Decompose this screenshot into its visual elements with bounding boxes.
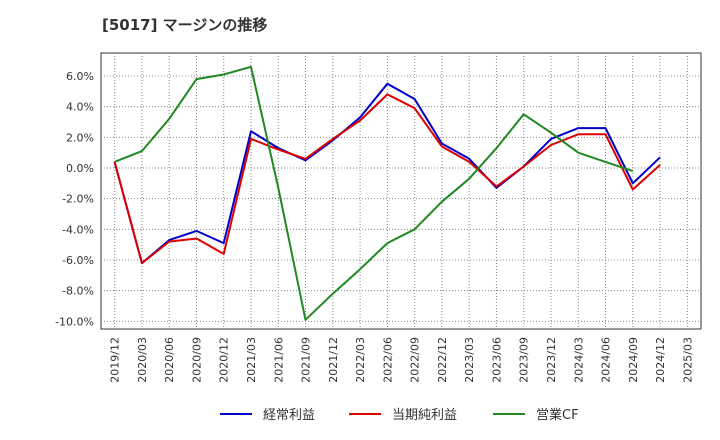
x-tick-label: 2023/09 xyxy=(518,337,531,383)
x-tick-label: 2019/12 xyxy=(109,337,122,383)
x-tick-label: 2021/03 xyxy=(245,337,258,383)
x-tick-label: 2023/06 xyxy=(490,337,503,383)
x-tick-label: 2024/06 xyxy=(600,337,613,383)
x-tick-label: 2024/03 xyxy=(572,337,585,383)
y-tick-label: 4.0% xyxy=(66,101,94,114)
x-axis-ticks: 2019/12 2020/03 2020/06 2020/09 2020/12 2021/… xyxy=(109,337,695,383)
x-tick-label: 2023/12 xyxy=(545,337,558,383)
x-tick-label: 2020/12 xyxy=(218,337,231,383)
legend-label-2: 営業CF xyxy=(536,407,579,423)
y-tick-label: -10.0% xyxy=(55,315,94,328)
x-tick-label: 2020/03 xyxy=(136,337,149,383)
y-tick-label: -4.0% xyxy=(62,223,94,236)
plot-area xyxy=(100,52,702,330)
chart-title: [5017] マージンの推移 xyxy=(102,16,268,34)
y-tick-label: -2.0% xyxy=(62,193,94,206)
y-axis-ticks: 6.0% 4.0% 2.0% 0.0% -2.0% -4.0% -6.0% -8.0% -10.… xyxy=(55,70,94,328)
x-tick-label: 2020/06 xyxy=(163,337,176,383)
x-tick-label: 2021/06 xyxy=(272,337,285,383)
x-tick-label: 2020/09 xyxy=(190,337,203,383)
y-tick-label: 2.0% xyxy=(66,131,94,144)
x-tick-label: 2022/12 xyxy=(436,337,449,383)
legend: 経常利益 当期純利益 営業CF xyxy=(220,407,579,423)
x-tick-label: 2021/12 xyxy=(327,337,340,383)
series-line-2 xyxy=(114,65,634,321)
legend-label-1: 当期純利益 xyxy=(392,408,457,423)
y-tick-label: -6.0% xyxy=(62,254,94,267)
x-tick-label: 2024/09 xyxy=(627,337,640,383)
y-tick-label: 0.0% xyxy=(66,162,94,175)
series-lines xyxy=(113,65,661,321)
series-line-0 xyxy=(113,82,661,265)
y-tick-label: -8.0% xyxy=(62,285,94,298)
x-tick-label: 2025/03 xyxy=(681,337,694,383)
x-tick-label: 2022/06 xyxy=(381,337,394,383)
x-tick-label: 2024/12 xyxy=(654,337,667,383)
grid-lines xyxy=(101,53,701,329)
series-line-1 xyxy=(113,93,661,265)
legend-label-0: 経常利益 xyxy=(263,408,315,423)
x-tick-label: 2022/03 xyxy=(354,337,367,383)
x-tick-label: 2022/09 xyxy=(409,337,422,383)
x-tick-label: 2021/09 xyxy=(300,337,313,383)
x-tick-label: 2023/03 xyxy=(463,337,476,383)
y-tick-label: 6.0% xyxy=(66,70,94,83)
